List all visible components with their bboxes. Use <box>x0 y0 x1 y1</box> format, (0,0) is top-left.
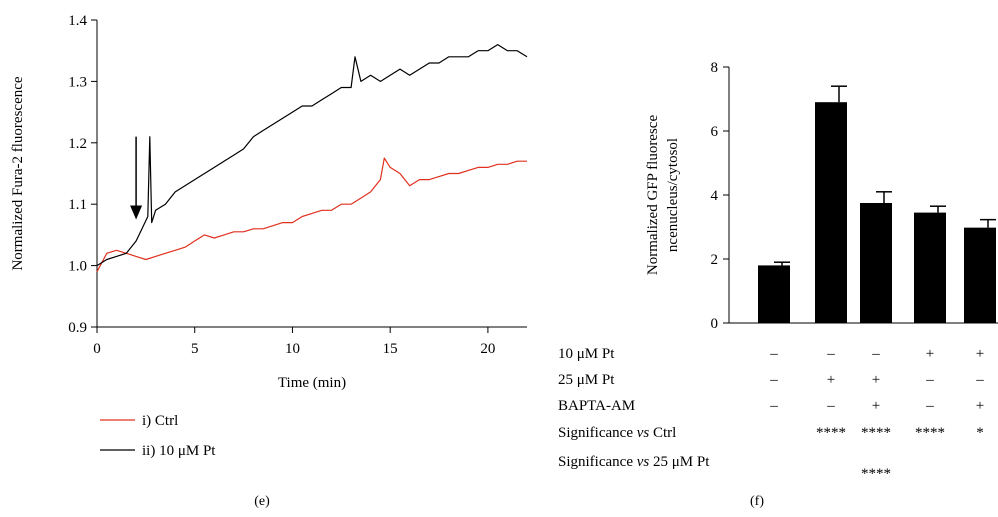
y-axis-label-line2: ncenucleus/cytosol <box>665 138 681 252</box>
bar <box>815 102 847 323</box>
table-cell: – <box>826 346 835 362</box>
series-ctrl-line <box>96 157 527 272</box>
table-cell: – <box>769 398 778 414</box>
x-tick-label: 5 <box>191 341 199 357</box>
condition-table: 10 μM Pt – – – + +25 μM Pt – + + – – BAPTA-AM – – + – + S… <box>558 346 984 482</box>
x-axis-label: Time (min) <box>278 375 346 391</box>
table-cell: + <box>926 346 934 362</box>
y-ticks: 0 2 4 6 8 <box>711 60 729 332</box>
table-row-label: 10 μM Pt <box>558 346 615 362</box>
table-cell: **** <box>861 466 891 482</box>
bar <box>964 227 996 323</box>
y-tick-label: 0 <box>711 316 719 332</box>
y-tick-label: 1.4 <box>68 13 87 29</box>
x-tick-label: 20 <box>480 341 495 357</box>
x-ticks: 0 5 10 15 20 <box>93 327 495 357</box>
table-cell: – <box>826 398 835 414</box>
gfp-bar-chart: 0 2 4 6 8 Normalized GFP fluoresce ncenucleu… <box>558 60 998 509</box>
y-axis-label-line1: Normalized GFP fluoresce <box>645 115 661 276</box>
bar <box>914 212 946 323</box>
table-cell: – <box>769 346 778 362</box>
x-tick-label: 15 <box>383 341 398 357</box>
table-row-label: Significance vs 25 μM Pt <box>558 454 710 470</box>
panel-label-f: (f) <box>750 494 764 509</box>
table-row-label: Significance vs Ctrl <box>558 425 676 441</box>
table-cell: – <box>975 372 984 388</box>
y-tick-label: 0.9 <box>68 320 87 336</box>
table-cell: + <box>976 346 984 362</box>
table-row-label: BAPTA-AM <box>558 398 635 414</box>
y-tick-label: 1.1 <box>68 197 87 213</box>
table-cell: **** <box>861 425 891 441</box>
bar <box>860 203 892 323</box>
y-tick-label: 4 <box>711 188 719 204</box>
arrow-head <box>130 205 143 220</box>
panel-label-e: (e) <box>254 494 270 509</box>
fura2-line-chart: 0.9 1.0 1.1 1.2 1.3 1.4 0 5 10 15 20 Normalized F… <box>10 13 528 509</box>
table-cell: – <box>871 346 880 362</box>
legend-label-ctrl: i) Ctrl <box>142 413 178 429</box>
table-cell: + <box>976 398 984 414</box>
legend: i) Ctrl ii) 10 μM Pt <box>100 413 216 459</box>
x-tick-label: 10 <box>285 341 300 357</box>
table-row-label: 25 μM Pt <box>558 372 615 388</box>
y-axis-label: Normalized Fura-2 fluorescence <box>10 76 26 270</box>
bars <box>758 85 996 323</box>
table-cell: – <box>769 372 778 388</box>
arrow-annotation <box>130 136 143 220</box>
y-tick-label: 1.2 <box>68 136 87 152</box>
y-ticks: 0.9 1.0 1.1 1.2 1.3 1.4 <box>68 13 97 336</box>
series-lines <box>96 44 528 272</box>
y-tick-label: 2 <box>711 252 719 268</box>
series-pt-line <box>96 44 528 267</box>
table-cell: + <box>872 372 880 388</box>
table-cell: **** <box>816 425 846 441</box>
x-tick-label: 0 <box>93 341 101 357</box>
table-cell: + <box>872 398 880 414</box>
y-tick-label: 6 <box>711 124 719 140</box>
bar <box>758 265 790 323</box>
y-tick-label: 8 <box>711 60 719 76</box>
table-cell: **** <box>915 425 945 441</box>
y-tick-label: 1.0 <box>68 259 87 275</box>
table-cell: – <box>925 398 934 414</box>
legend-label-pt: ii) 10 μM Pt <box>142 443 216 459</box>
y-tick-label: 1.3 <box>68 74 87 90</box>
table-cell: – <box>925 372 934 388</box>
table-cell: + <box>827 372 835 388</box>
table-cell: * <box>976 425 984 441</box>
